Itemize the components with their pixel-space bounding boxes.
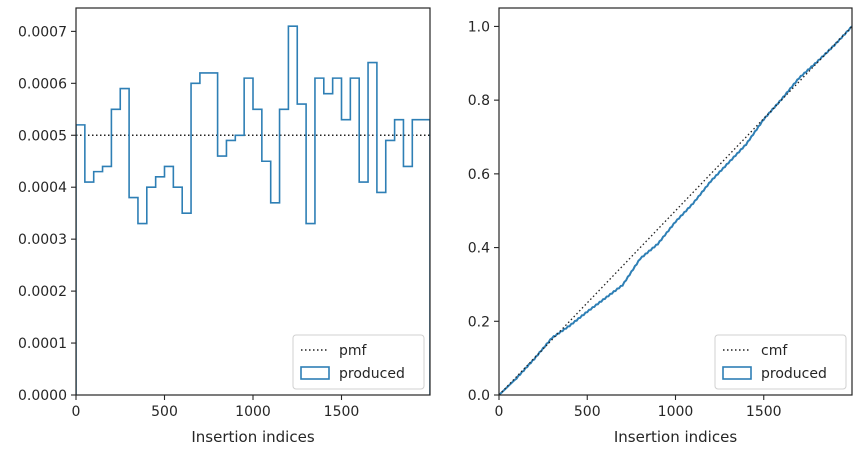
y-tick-label: 0.2 — [468, 314, 490, 330]
legend-label-pmf: pmf — [339, 343, 368, 359]
y-tick-label: 0.0007 — [18, 24, 67, 40]
y-tick-label: 0.4 — [468, 241, 490, 257]
x-tick-label: 500 — [151, 404, 178, 420]
x-tick-label: 1500 — [324, 404, 360, 420]
y-tick-label: 0.6 — [468, 167, 490, 183]
x-tick-label: 1000 — [658, 404, 694, 420]
x-axis-label: Insertion indices — [191, 428, 314, 446]
legend: pmf produced — [292, 334, 425, 390]
y-tick-label: 0.8 — [468, 93, 490, 109]
pmf-chart: 0 500 1000 1500 0.0000 0.0001 0.0002 0.0003 0.00… — [18, 7, 431, 446]
y-tick-label: 0.0005 — [18, 128, 67, 144]
legend: cmf produced — [714, 334, 847, 390]
x-tick-label: 1500 — [746, 404, 782, 420]
plot-area — [499, 25, 852, 395]
legend-label-cmf: cmf — [761, 343, 788, 359]
plot-area — [76, 25, 430, 395]
legend-box — [292, 334, 425, 390]
y-tick-label: 0.0003 — [18, 232, 67, 248]
legend-swatch-produced — [300, 366, 330, 380]
cmf-line — [499, 25, 852, 395]
legend-label-produced: produced — [761, 366, 827, 382]
y-tick-label: 0.0006 — [18, 76, 67, 92]
legend-box — [714, 334, 847, 390]
series-produced — [76, 25, 430, 395]
x-tick-label: 0 — [495, 404, 504, 420]
x-tick-label: 1000 — [235, 404, 271, 420]
y-tick-label: 0.0000 — [18, 388, 67, 404]
cmf-chart: 0 500 1000 1500 0.0 0.2 0.4 0.6 0.8 1.0 Insertion … — [468, 7, 853, 446]
legend-swatch-produced — [722, 366, 752, 380]
y-tick-label: 0.0 — [468, 388, 490, 404]
y-tick-label: 1.0 — [468, 19, 490, 35]
x-tick-label: 0 — [72, 404, 81, 420]
y-tick-label: 0.0004 — [18, 180, 67, 196]
y-tick-label: 0.0002 — [18, 284, 67, 300]
legend-label-produced: produced — [339, 366, 405, 382]
x-tick-label: 500 — [574, 404, 601, 420]
x-axis-label: Insertion indices — [614, 428, 737, 446]
y-tick-label: 0.0001 — [18, 336, 67, 352]
